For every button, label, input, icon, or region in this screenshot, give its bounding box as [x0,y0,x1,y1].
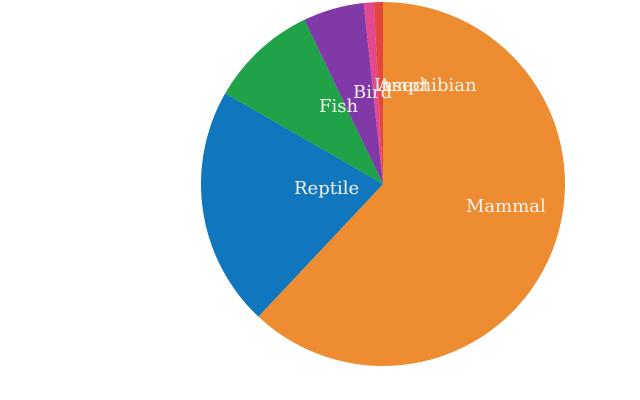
pie-slice-fish [225,19,383,185]
pie-slice-insect [363,2,383,185]
pie-slice-bird [304,3,383,185]
pie-slices [200,2,565,366]
pie-slice-reptile [200,93,383,317]
pie-slice-amphibian [373,2,383,184]
pie-slice-mammal [258,2,565,366]
